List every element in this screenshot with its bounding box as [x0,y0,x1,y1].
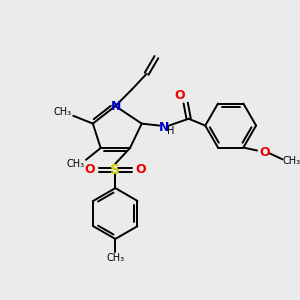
Text: N: N [111,100,122,112]
Text: O: O [260,146,270,159]
Text: CH₃: CH₃ [282,156,300,166]
Text: N: N [159,121,169,134]
Text: O: O [135,163,146,176]
Text: O: O [85,163,95,176]
Text: CH₃: CH₃ [106,254,124,263]
Text: S: S [110,163,120,176]
Text: CH₃: CH₃ [66,159,84,169]
Text: CH₃: CH₃ [53,107,72,117]
Text: H: H [167,126,175,136]
Text: O: O [175,89,185,102]
